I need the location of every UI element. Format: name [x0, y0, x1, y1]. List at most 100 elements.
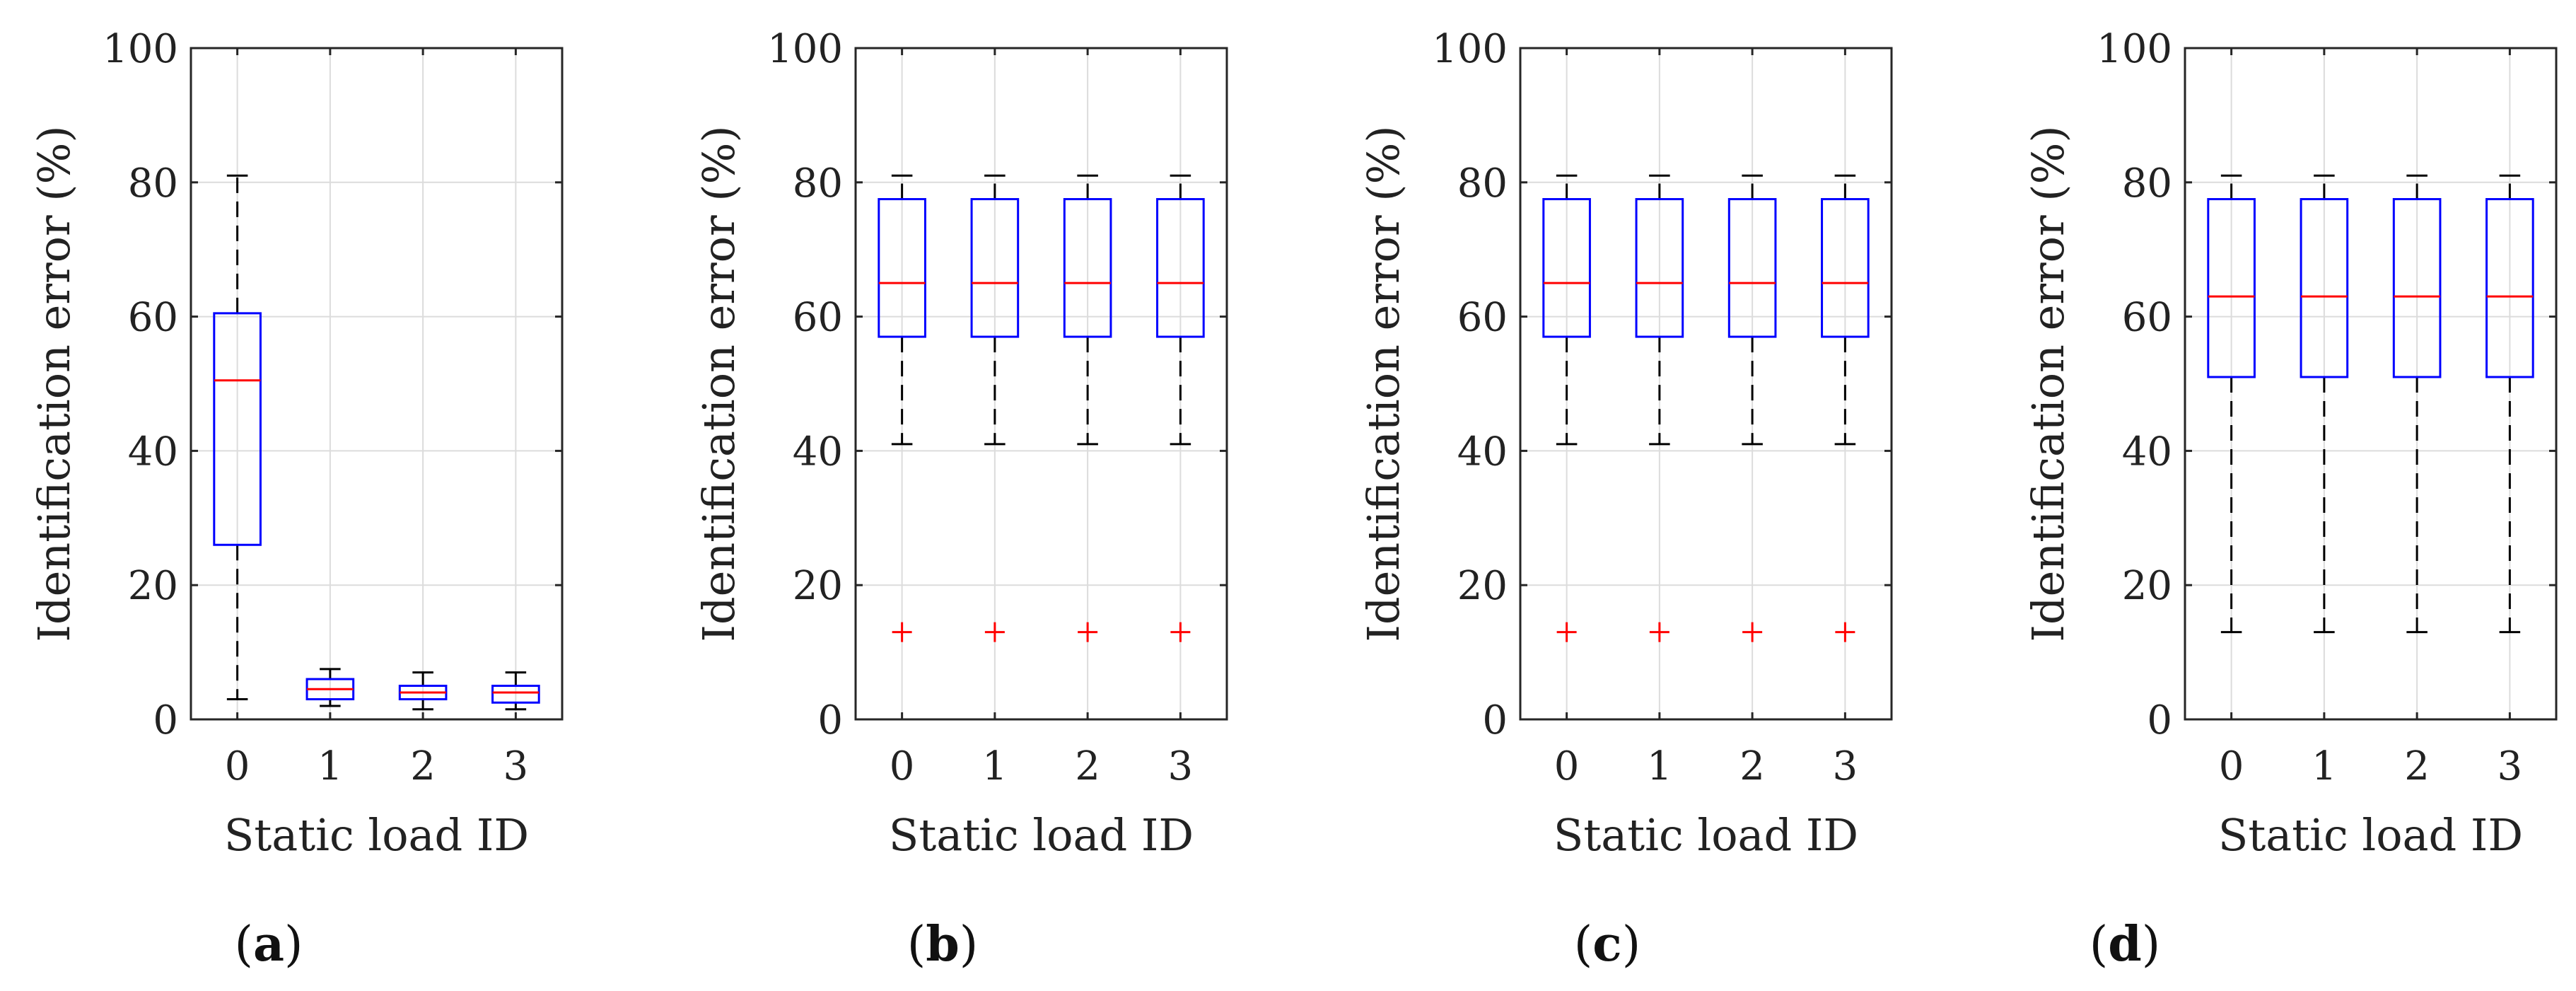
- box-0: [878, 174, 926, 642]
- chart-a-svg: 0 20 40 60 80 100 0 1 2 3 Static load ID Identifica…: [28, 26, 564, 861]
- box-rect: [2207, 198, 2256, 378]
- chart-panel-c: 0 20 40 60 80 100 0 1 2 3 Static load ID Identifica…: [1329, 0, 1994, 991]
- chart-c-svg: 0 20 40 60 80 100 0 1 2 3 Static load ID Identifica…: [1358, 26, 1893, 861]
- box-rect: [2485, 198, 2534, 378]
- box-rect: [1156, 198, 1205, 338]
- chart-b-svg: 0 20 40 60 80 100 0 1 2 3 Static load ID Identifica…: [693, 26, 1228, 861]
- y-tick-label-4: 80: [1457, 161, 1508, 207]
- x-tick-label-0: 0: [1554, 743, 1580, 789]
- x-tick-label-2: 2: [1739, 743, 1765, 789]
- x-axis-label: Static load ID: [889, 809, 1194, 861]
- axes-frame: [2184, 47, 2558, 721]
- box-1: [2300, 174, 2349, 634]
- chart-panel-a: 0 20 40 60 80 100 0 1 2 3 Static load ID Identifica…: [0, 0, 665, 991]
- y-tick-label-0: 0: [2147, 697, 2172, 743]
- y-tick-label-3: 60: [793, 295, 843, 341]
- box-2: [2392, 174, 2442, 634]
- box-2: [398, 671, 448, 711]
- panel-caption-d-letter: d: [2108, 916, 2142, 973]
- box-1: [970, 174, 1020, 642]
- y-tick-label-0: 0: [817, 697, 843, 743]
- x-tick-label-0: 0: [2219, 743, 2244, 789]
- y-tick-label-5: 100: [1432, 26, 1508, 72]
- x-tick-label-2: 2: [2404, 743, 2430, 789]
- box-1: [305, 668, 355, 707]
- x-tick-label-1: 1: [317, 743, 343, 789]
- box-2: [1063, 174, 1112, 642]
- y-tick-label-3: 60: [2122, 295, 2172, 341]
- outlier-marker: [1835, 622, 1855, 642]
- box-rect: [1542, 198, 1591, 338]
- panel-caption-a-letter: a: [252, 916, 285, 973]
- box-rect: [1635, 198, 1684, 338]
- y-tick-label-1: 20: [1457, 563, 1508, 609]
- y-tick-label-5: 100: [2097, 26, 2172, 72]
- y-tick-label-1: 20: [128, 563, 178, 609]
- y-tick-label-4: 80: [793, 161, 843, 207]
- outlier-marker: [1742, 622, 1763, 642]
- y-tick-label-5: 100: [767, 26, 843, 72]
- x-tick-label-2: 2: [410, 743, 436, 789]
- x-tick-label-0: 0: [225, 743, 250, 789]
- y-tick-label-2: 40: [793, 429, 843, 475]
- outlier-marker: [984, 622, 1005, 642]
- axes-frame: [190, 47, 564, 721]
- y-tick-label-1: 20: [2122, 563, 2172, 609]
- x-tick-label-1: 1: [1647, 743, 1672, 789]
- x-axis-label: Static load ID: [1554, 809, 1858, 861]
- outlier-marker: [892, 622, 912, 642]
- panel-caption-d: (d): [2089, 916, 2161, 973]
- box-rect: [1821, 198, 1870, 338]
- box-rect: [2392, 198, 2442, 378]
- y-tick-label-2: 40: [2122, 429, 2172, 475]
- outlier-marker: [1649, 622, 1669, 642]
- box-0: [1542, 174, 1591, 642]
- outlier-marker: [1556, 622, 1577, 642]
- y-tick-label-4: 80: [2122, 161, 2172, 207]
- y-tick-label-0: 0: [153, 697, 178, 743]
- x-tick-label-1: 1: [982, 743, 1008, 789]
- chart-panel-b: 0 20 40 60 80 100 0 1 2 3 Static load ID Identifica…: [665, 0, 1329, 991]
- x-tick-label-0: 0: [890, 743, 915, 789]
- y-tick-label-5: 100: [103, 26, 178, 72]
- x-tick-label-3: 3: [2498, 743, 2523, 789]
- x-axis-label: Static load ID: [224, 809, 529, 861]
- box-rect: [213, 312, 262, 546]
- x-tick-label-2: 2: [1075, 743, 1100, 789]
- y-axis-label: Identification error (%): [1358, 125, 1409, 642]
- chart-panel-d: 0 20 40 60 80 100 0 1 2 3 Static load ID Identifica…: [1994, 0, 2576, 991]
- y-tick-label-2: 40: [1457, 429, 1508, 475]
- box-rect: [491, 685, 540, 704]
- box-rect: [878, 198, 926, 338]
- y-tick-label-2: 40: [128, 429, 178, 475]
- box-1: [1635, 174, 1684, 642]
- x-tick-label-3: 3: [1833, 743, 1858, 789]
- box-2: [1727, 174, 1777, 642]
- y-tick-label-4: 80: [128, 161, 178, 207]
- chart-d-svg: 0 20 40 60 80 100 0 1 2 3 Static load ID Identifica…: [2022, 26, 2558, 861]
- x-axis-label: Static load ID: [2218, 809, 2523, 861]
- box-rect: [970, 198, 1020, 338]
- panel-caption-a: (a): [234, 916, 303, 973]
- box-3: [1821, 174, 1870, 642]
- x-tick-label-1: 1: [2312, 743, 2337, 789]
- y-axis-label: Identification error (%): [693, 125, 745, 642]
- y-tick-label-0: 0: [1482, 697, 1508, 743]
- box-rect: [1727, 198, 1777, 338]
- y-tick-label-3: 60: [1457, 295, 1508, 341]
- outlier-marker: [1078, 622, 1098, 642]
- y-tick-label-3: 60: [128, 295, 178, 341]
- box-0: [213, 174, 262, 701]
- x-tick-label-3: 3: [1168, 743, 1194, 789]
- panel-caption-c-letter: c: [1592, 916, 1622, 973]
- box-rect: [1063, 198, 1112, 338]
- panel-caption-b: (b): [907, 916, 979, 973]
- outlier-marker: [1170, 622, 1191, 642]
- box-rect: [2300, 198, 2349, 378]
- box-0: [2207, 174, 2256, 634]
- y-axis-label: Identification error (%): [28, 125, 80, 642]
- axes-frame: [854, 47, 1228, 721]
- y-tick-label-1: 20: [793, 563, 843, 609]
- box-3: [1156, 174, 1205, 642]
- box-3: [2485, 174, 2534, 634]
